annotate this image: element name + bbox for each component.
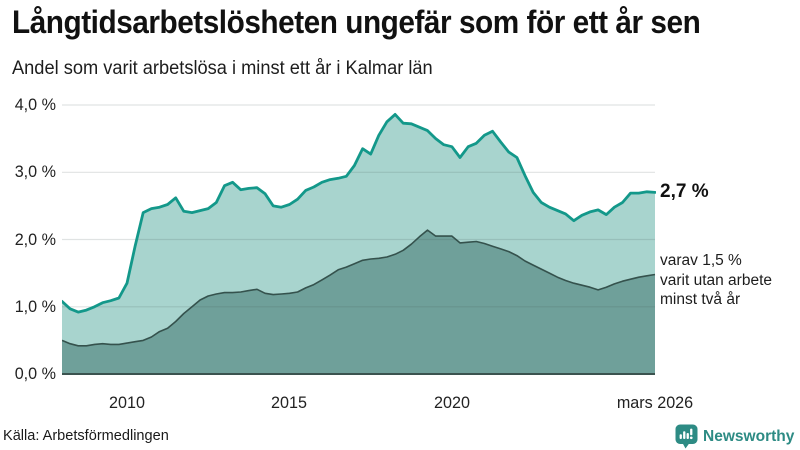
page-title: Långtidsarbetslösheten ungefär som för e… — [12, 4, 701, 40]
source-caption: Källa: Arbetsförmedlingen — [3, 427, 169, 444]
x-axis-tick-label: 2010 — [109, 393, 145, 412]
y-axis-tick-label: 2,0 % — [14, 229, 57, 249]
brand-name: Newsworthy — [703, 427, 795, 445]
brand-logo: Newsworthy — [675, 424, 797, 449]
area-subset — [62, 230, 655, 374]
x-axis-tick-label: 2020 — [433, 393, 470, 412]
line-subset — [62, 229, 656, 347]
line-total — [62, 113, 656, 314]
latest-total-annotation: 2,7 % — [660, 181, 709, 202]
chart-subtitle: Andel som varit arbetslösa i minst ett å… — [12, 58, 433, 79]
newsworthy-icon — [675, 424, 698, 449]
subset-annotation-line: minst två år — [660, 291, 741, 308]
x-axis-tick-label: mars 2026 — [616, 393, 694, 412]
y-axis-tick-label: 1,0 % — [14, 296, 57, 316]
x-axis-tick-label: 2015 — [271, 393, 308, 412]
subset-annotation-line: varav 1,5 % — [660, 252, 742, 269]
subset-annotation-line: varit utan arbete — [660, 271, 773, 289]
y-axis-tick-label: 0,0 % — [14, 364, 57, 383]
chart-plot-area — [62, 104, 656, 375]
y-axis-tick-label: 4,0 % — [14, 95, 57, 114]
subset-annotation: varav 1,5 % varit utan arbete minst två … — [660, 251, 772, 310]
y-axis-tick-label: 3,0 % — [14, 162, 57, 182]
